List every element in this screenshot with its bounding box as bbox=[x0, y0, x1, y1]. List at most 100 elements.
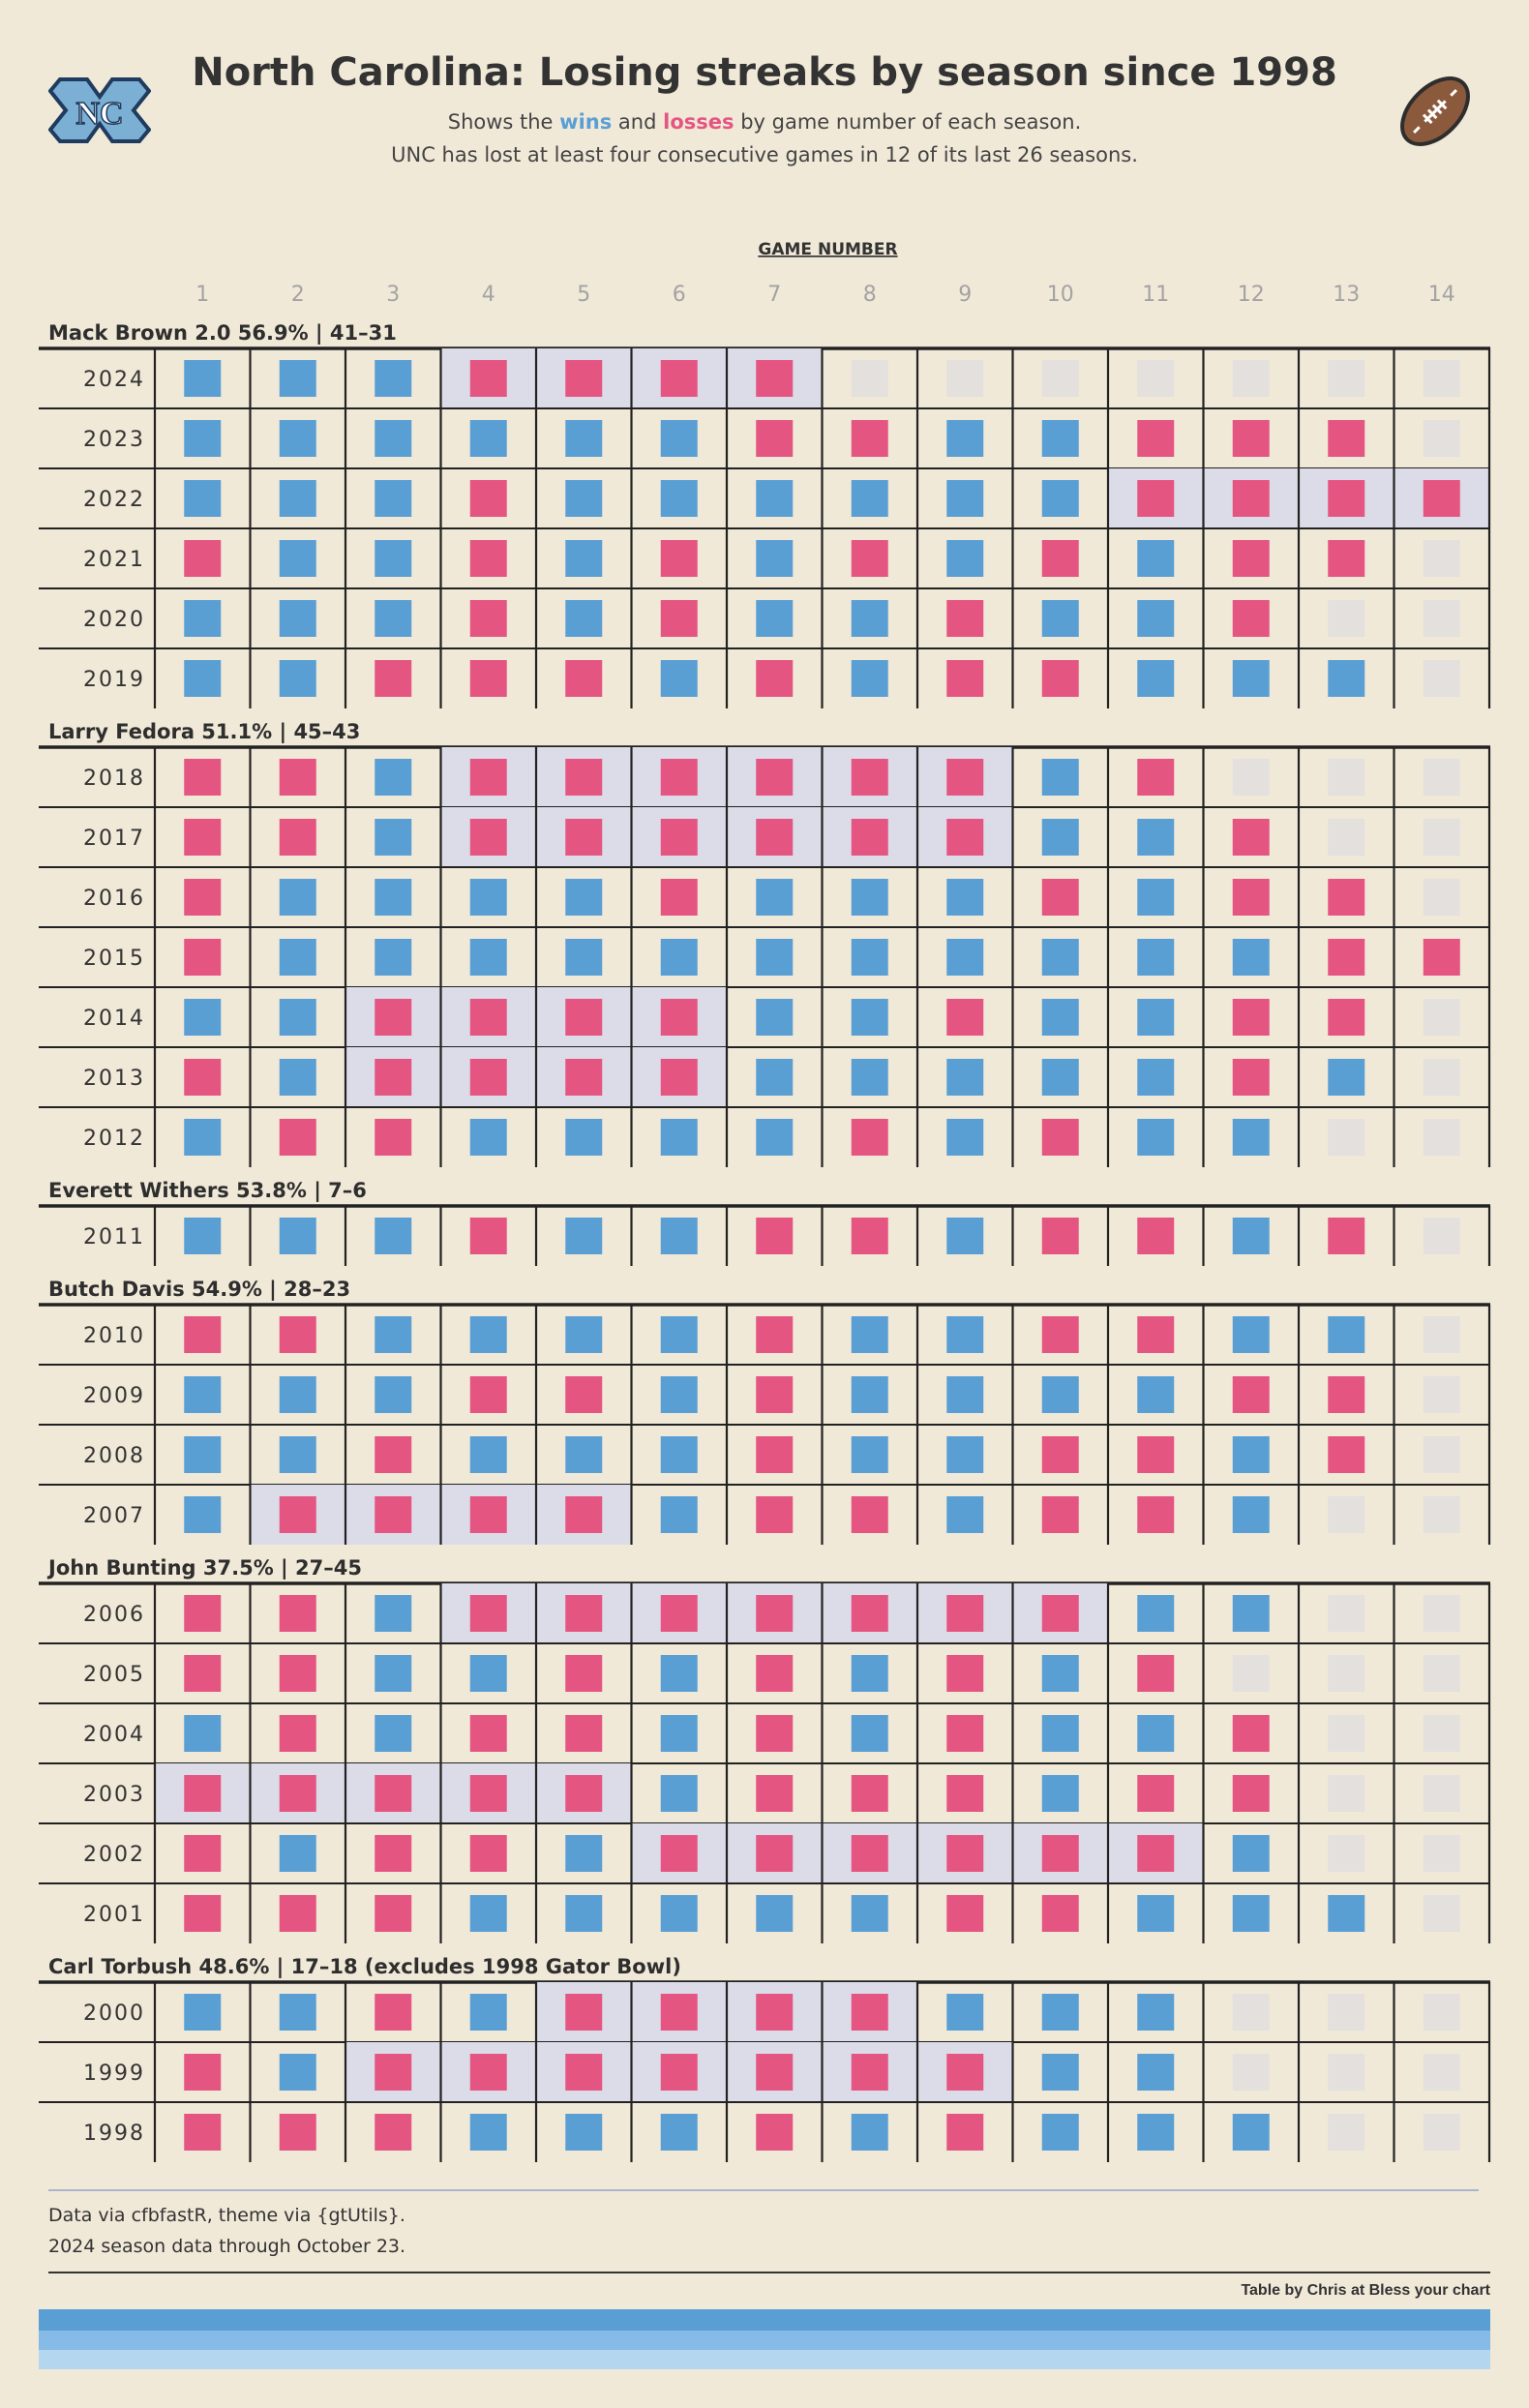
loss-square bbox=[1328, 1436, 1365, 1473]
win-square bbox=[946, 1316, 984, 1353]
not-played-square bbox=[1423, 759, 1460, 796]
loss-square bbox=[469, 1059, 507, 1096]
win-square bbox=[184, 999, 222, 1036]
win-square bbox=[375, 1715, 412, 1752]
loss-square bbox=[851, 1994, 888, 2031]
loss-square bbox=[565, 2054, 603, 2091]
loss-square bbox=[279, 759, 316, 796]
loss-square bbox=[184, 2054, 222, 2091]
not-played-square bbox=[1423, 819, 1460, 856]
loss-square bbox=[375, 1059, 412, 1096]
football-icon bbox=[1400, 76, 1470, 146]
win-square bbox=[279, 2054, 316, 2091]
loss-square bbox=[756, 1715, 794, 1752]
season-year-label: 1998 bbox=[83, 2122, 145, 2146]
win-square bbox=[756, 879, 794, 916]
color-stripe-dark bbox=[39, 2309, 1490, 2331]
loss-square bbox=[565, 1775, 603, 1812]
win-square bbox=[660, 1218, 698, 1254]
loss-square bbox=[279, 1715, 316, 1752]
win-square bbox=[565, 600, 603, 637]
win-square bbox=[756, 1895, 794, 1932]
loss-square bbox=[184, 879, 222, 916]
loss-square bbox=[565, 1496, 603, 1533]
loss-square bbox=[851, 420, 888, 457]
loss-square bbox=[1137, 1835, 1175, 1872]
loss-square bbox=[1328, 999, 1365, 1036]
win-square bbox=[660, 420, 698, 457]
season-year-label: 2012 bbox=[83, 1127, 145, 1151]
win-square bbox=[184, 1119, 222, 1156]
loss-square bbox=[946, 1895, 984, 1932]
loss-square bbox=[1041, 660, 1079, 697]
not-played-square bbox=[1328, 1496, 1365, 1533]
win-square bbox=[279, 360, 316, 397]
loss-square bbox=[469, 1775, 507, 1812]
loss-square bbox=[756, 420, 794, 457]
loss-square bbox=[851, 540, 888, 577]
loss-square bbox=[184, 1059, 222, 1096]
win-square bbox=[660, 1376, 698, 1413]
win-square bbox=[756, 939, 794, 976]
win-square bbox=[1041, 1376, 1079, 1413]
season-year-label: 2006 bbox=[83, 1603, 145, 1627]
win-square bbox=[851, 1376, 888, 1413]
win-square bbox=[660, 1655, 698, 1692]
season-year-label: 2015 bbox=[83, 947, 145, 971]
win-square bbox=[469, 1316, 507, 1353]
win-square bbox=[851, 1316, 888, 1353]
win-square bbox=[565, 1436, 603, 1473]
season-year-label: 2011 bbox=[83, 1225, 145, 1249]
subtitle-and: and bbox=[617, 110, 657, 134]
loss-square bbox=[1328, 540, 1365, 577]
loss-square bbox=[565, 1376, 603, 1413]
not-played-square bbox=[1328, 1595, 1365, 1632]
not-played-square bbox=[1423, 600, 1460, 637]
win-square bbox=[1232, 1595, 1270, 1632]
win-square bbox=[375, 879, 412, 916]
subtitle-post: by game number of each season. bbox=[740, 110, 1082, 134]
win-square bbox=[1137, 600, 1175, 637]
win-square bbox=[946, 1119, 984, 1156]
loss-square bbox=[851, 1595, 888, 1632]
win-square bbox=[1137, 999, 1175, 1036]
win-square bbox=[469, 879, 507, 916]
win-square bbox=[660, 1436, 698, 1473]
win-square bbox=[565, 2114, 603, 2151]
win-square bbox=[1232, 939, 1270, 976]
win-square bbox=[565, 540, 603, 577]
win-square bbox=[1328, 660, 1365, 697]
win-square bbox=[1041, 759, 1079, 796]
not-played-square bbox=[1423, 1715, 1460, 1752]
win-square bbox=[660, 1775, 698, 1812]
win-square bbox=[851, 480, 888, 517]
season-year-label: 2005 bbox=[83, 1663, 145, 1687]
loss-square bbox=[565, 1715, 603, 1752]
column-number-label: 2 bbox=[291, 283, 305, 307]
loss-square bbox=[946, 999, 984, 1036]
not-played-square bbox=[1423, 1059, 1460, 1096]
loss-square bbox=[565, 660, 603, 697]
loss-square bbox=[1041, 1316, 1079, 1353]
win-square bbox=[1137, 2054, 1175, 2091]
not-played-square bbox=[1423, 1436, 1460, 1473]
credit: Table by Chris at Bless your chart bbox=[1241, 2282, 1490, 2299]
loss-square bbox=[469, 2054, 507, 2091]
loss-square bbox=[279, 819, 316, 856]
win-square bbox=[184, 480, 222, 517]
win-square bbox=[1137, 819, 1175, 856]
win-square bbox=[851, 600, 888, 637]
win-square bbox=[946, 1059, 984, 1096]
win-square bbox=[660, 660, 698, 697]
loss-square bbox=[1137, 1655, 1175, 1692]
loss-square bbox=[1232, 1775, 1270, 1812]
loss-square bbox=[279, 1895, 316, 1932]
win-square bbox=[1328, 1316, 1365, 1353]
win-square bbox=[756, 1119, 794, 1156]
loss-square bbox=[1137, 1496, 1175, 1533]
loss-square bbox=[851, 1496, 888, 1533]
column-number-label: 13 bbox=[1333, 283, 1360, 307]
loss-square bbox=[1232, 1715, 1270, 1752]
win-square bbox=[1232, 1119, 1270, 1156]
win-square bbox=[565, 480, 603, 517]
